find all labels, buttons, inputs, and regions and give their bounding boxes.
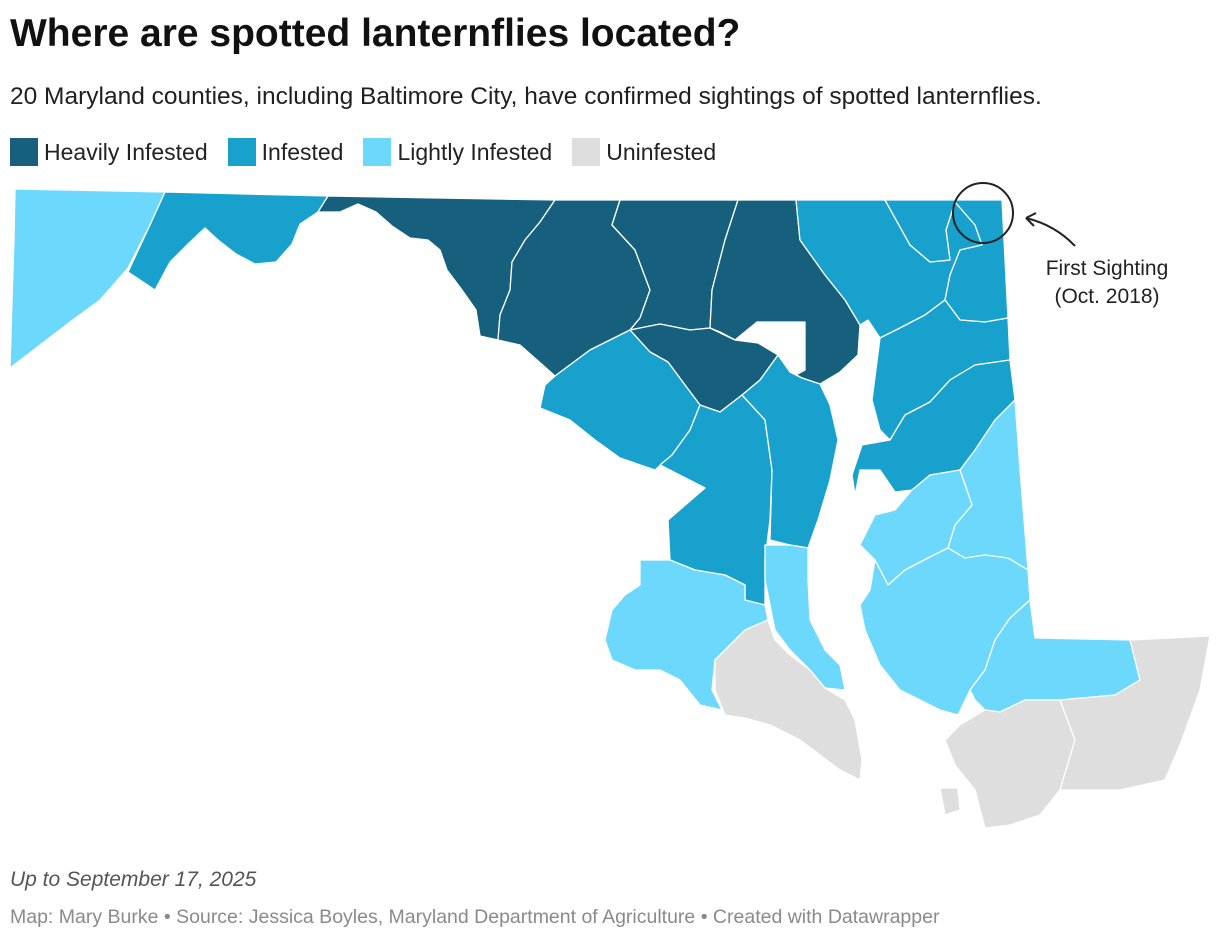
legend-label-uninfested: Uninfested [606,138,717,165]
county-baltimore-city[interactable] [756,321,806,379]
legend-label-heavily-infested: Heavily Infested [44,138,208,165]
annotation-arrow [1025,217,1076,247]
island-smith [939,787,961,816]
annotation-arrowhead [1025,212,1037,227]
legend-label-infested: Infested [261,138,344,165]
chart-byline: Map: Mary Burke • Source: Jessica Boyles… [10,906,940,928]
legend-swatch-infested [227,138,256,166]
legend-item-lightly-infested: Lightly Infested [363,138,552,166]
county-somerset[interactable] [944,699,1076,829]
county-st-marys[interactable] [714,619,863,781]
county-allegany[interactable] [127,191,329,291]
county-calvert[interactable] [764,544,846,691]
chart-title: Where are spotted lanternflies located? [10,12,741,55]
maryland-county-map [9,182,1211,829]
legend-label-lightly-infested: Lightly Infested [397,138,553,165]
chart-note: Up to September 17, 2025 [10,868,257,891]
chart-subtitle: 20 Maryland counties, including Baltimor… [10,83,1042,110]
legend-item-heavily-infested: Heavily Infested [10,138,208,166]
annotation-line-2: (Oct. 2018) [1054,285,1160,308]
county-anne-arundel[interactable] [741,354,839,549]
first-sighting-annotation: First Sighting (Oct. 2018) [1032,255,1182,311]
annotation-line-1: First Sighting [1045,257,1169,280]
county-worcester[interactable] [1059,635,1211,791]
county-charles[interactable] [604,559,769,711]
legend-item-infested: Infested [227,138,344,166]
legend: Heavily Infested Infested Lightly Infest… [10,138,736,166]
first-sighting-circle [952,182,1014,244]
legend-swatch-uninfested [572,138,601,166]
legend-item-uninfested: Uninfested [572,138,716,166]
legend-swatch-lightly-infested [363,138,392,166]
legend-swatch-heavily-infested [10,138,38,166]
